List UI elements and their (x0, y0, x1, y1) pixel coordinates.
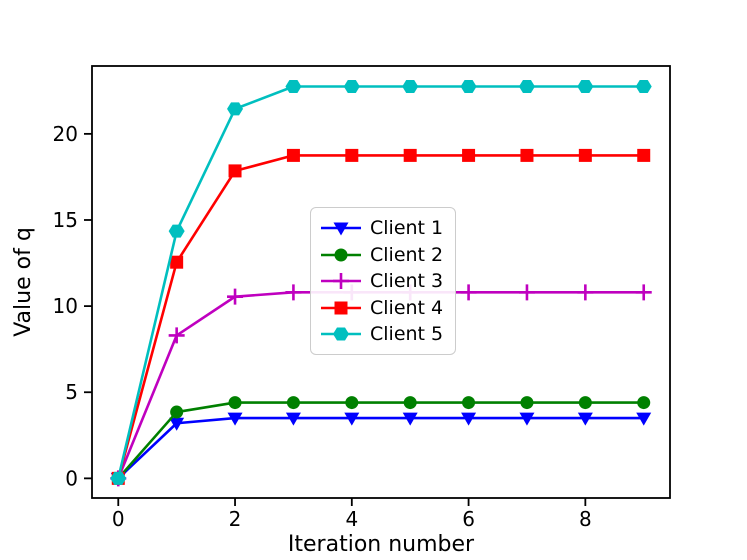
series-client-1 (110, 412, 652, 486)
hexagon-marker (227, 102, 244, 116)
triangle-down-marker (636, 412, 652, 426)
legend-item-client-3: Client 3 (320, 268, 443, 294)
hexagon-marker (168, 224, 185, 238)
hexagon-marker (518, 79, 535, 93)
plot-border (91, 65, 671, 499)
triangle-down-marker (169, 417, 185, 431)
circle-marker (578, 396, 592, 410)
circle-marker (403, 396, 417, 410)
x-tick-label: 8 (579, 507, 592, 531)
x-tick-label: 4 (345, 507, 358, 531)
plus-marker (635, 284, 652, 301)
series-client-2 (111, 396, 651, 485)
legend-item-client-1: Client 1 (320, 215, 443, 241)
y-tick-label: 15 (53, 208, 78, 232)
legend-item-client-4: Client 4 (320, 295, 443, 321)
x-tick-label: 6 (462, 507, 475, 531)
x-axis-label: Iteration number (288, 532, 475, 557)
plus-marker (333, 273, 349, 289)
square-marker (520, 148, 534, 162)
legend-sample-line (321, 222, 361, 236)
y-tick-label: 20 (53, 122, 78, 146)
square-marker (170, 255, 184, 269)
circle-marker (228, 396, 242, 410)
square-marker (637, 148, 651, 162)
triangle-down-marker (519, 412, 535, 426)
plus-marker (518, 284, 535, 301)
hexagon-marker (635, 79, 652, 93)
plus-marker (227, 288, 244, 305)
legend: Client 1 Client 2 Client 3 Client 4 Client 5 (310, 207, 456, 355)
x-tick-label: 0 (112, 507, 125, 531)
circle-marker (462, 396, 476, 410)
y-axis-label: Value of q (11, 227, 36, 337)
circle-marker (170, 405, 184, 419)
legend-sample-line (321, 273, 361, 289)
circle-marker (637, 396, 651, 410)
series-line (116, 154, 646, 480)
series-line (116, 416, 646, 480)
circle-marker (334, 248, 348, 261)
hexagon-marker (285, 79, 302, 93)
triangle-down-marker (285, 412, 301, 426)
triangle-down-marker (577, 412, 593, 426)
y-tick-label: 10 (53, 294, 78, 318)
legend-sample-line (321, 327, 361, 341)
hexagon-marker (460, 79, 477, 93)
circle-marker (286, 396, 300, 410)
triangle-down-marker (344, 412, 360, 426)
plus-marker (168, 327, 185, 344)
series-line (116, 401, 646, 480)
legend-item-client-2: Client 2 (320, 242, 443, 268)
x-tick-label: 2 (229, 507, 242, 531)
square-marker (578, 148, 592, 162)
square-marker (286, 148, 300, 162)
square-marker (345, 148, 359, 162)
circle-marker (520, 396, 534, 410)
plus-marker (460, 284, 477, 301)
legend-item-client-5: Client 5 (320, 321, 443, 347)
series-client-5 (110, 79, 652, 485)
hexagon-marker (577, 79, 594, 93)
hexagon-marker (402, 79, 419, 93)
legend-label: Client 5 (370, 323, 444, 345)
legend-sample-line (321, 248, 361, 261)
triangle-down-marker (333, 222, 349, 236)
series-client-4 (111, 148, 651, 485)
y-tick-label: 0 (65, 466, 78, 490)
triangle-down-marker (227, 412, 243, 426)
plus-marker (285, 284, 302, 301)
triangle-down-marker (461, 412, 477, 426)
legend-label: Client 4 (370, 296, 444, 319)
square-marker (228, 164, 242, 178)
square-marker (462, 148, 476, 162)
square-marker (403, 148, 417, 162)
triangle-down-marker (402, 412, 418, 426)
hexagon-marker (333, 327, 349, 341)
series-line (116, 85, 646, 480)
hexagon-marker (343, 79, 360, 93)
legend-label: Client 3 (370, 270, 444, 292)
circle-marker (345, 396, 359, 410)
legend-sample-line (321, 301, 361, 314)
hexagon-marker (110, 471, 127, 485)
legend-label: Client 1 (370, 217, 444, 239)
legend-label: Client 2 (370, 243, 444, 266)
plus-marker (577, 284, 594, 301)
square-marker (334, 301, 348, 314)
y-tick-label: 5 (65, 380, 78, 404)
